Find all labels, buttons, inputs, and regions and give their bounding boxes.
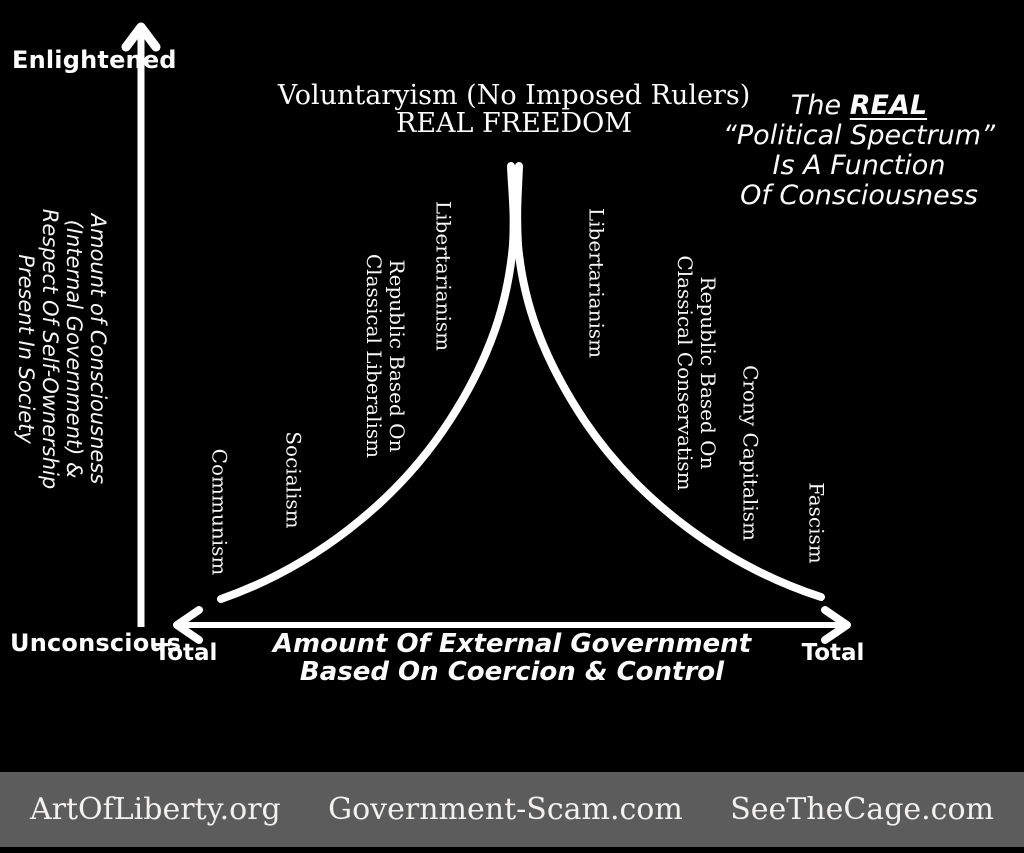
y-axis-title-line2: (Internal Government) & (62, 219, 86, 479)
x-axis-title: Amount Of External Government Based On C… (273, 630, 751, 686)
y-axis-top-label: Enlightened (12, 46, 177, 74)
x-axis-right-total-label: Total (801, 640, 865, 666)
label-crony-capitalism: Crony Capitalism (738, 365, 763, 541)
label-communism: Communism (207, 448, 232, 576)
headline-line4: Of Consciousness (740, 180, 978, 211)
footer-bar: ArtOfLiberty.org Government-Scam.com See… (0, 772, 1024, 847)
label-republic-classical-liberalism: Republic Based On Classical Liberalism (362, 253, 409, 459)
label-republic-classical-conservatism-line2: Classical Conservatism (673, 255, 697, 491)
label-republic-classical-liberalism-line1: Republic Based On (385, 259, 409, 453)
apex-title: Voluntaryism (No Imposed Rulers) REAL FR… (278, 82, 751, 138)
footer-link-seethecage: SeeTheCage.com (730, 792, 994, 827)
headline-line3: Is A Function (772, 150, 946, 181)
spectrum-curve-right (513, 162, 825, 601)
label-republic-classical-conservatism-line1: Republic Based On (696, 276, 720, 470)
label-libertarianism-right: Libertarianism (584, 207, 609, 359)
x-axis-right-arrowhead-icon (821, 606, 851, 644)
label-libertarianism-left: Libertarianism (431, 200, 456, 352)
x-axis-title-line2: Based On Coercion & Control (299, 657, 725, 687)
headline: The REAL “Political Spectrum” Is A Funct… (723, 91, 995, 211)
footer-link-government-scam: Government-Scam.com (328, 792, 683, 827)
x-axis-title-line1: Amount Of External Government (272, 629, 752, 659)
y-axis-bottom-label: Unconscious (10, 629, 182, 657)
label-republic-classical-liberalism-line2: Classical Liberalism (362, 253, 386, 459)
x-axis-left-total-label: Total (154, 640, 218, 666)
headline-line2: “Political Spectrum” (722, 120, 996, 151)
headline-line1-emphasis: REAL (849, 90, 928, 121)
apex-title-line1: Voluntaryism (No Imposed Rulers) (277, 80, 751, 111)
y-axis-arrowhead-icon (121, 22, 161, 52)
y-axis-title-line4: Present In Society (14, 254, 38, 444)
label-republic-classical-conservatism: Republic Based On Classical Conservatism (673, 255, 720, 491)
apex-title-line2: REAL FREEDOM (396, 108, 632, 139)
y-axis-title-line3: Respect Of Self-Ownership (38, 208, 62, 490)
label-socialism: Socialism (281, 431, 306, 529)
headline-line1: The REAL (723, 91, 995, 121)
y-axis-title: Amount of Consciousness (Internal Govern… (14, 209, 110, 489)
x-axis-left-arrowhead-icon (173, 606, 203, 644)
headline-line1-prefix: The (790, 90, 850, 121)
label-fascism: Fascism (804, 482, 829, 564)
footer-link-artofliberty: ArtOfLiberty.org (30, 792, 281, 827)
y-axis-title-line1: Amount of Consciousness (86, 213, 110, 485)
